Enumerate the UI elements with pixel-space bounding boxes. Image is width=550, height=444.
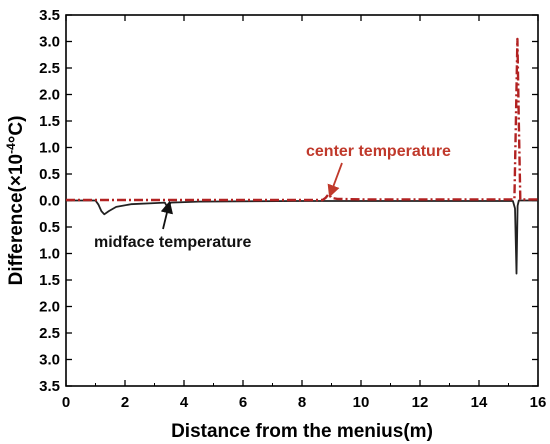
y-tick-label: 2.5 [39, 325, 60, 342]
x-tick-label: 6 [239, 394, 247, 411]
y-tick-label: 0.0 [39, 193, 60, 210]
x-tick-label: 14 [471, 394, 488, 411]
annotation-label-midface: midface temperature [94, 234, 251, 251]
y-tick-label: 3.0 [39, 352, 60, 369]
series-line-center [66, 37, 538, 202]
y-tick-label: 0.5 [39, 166, 60, 183]
x-tick-label: 2 [121, 394, 129, 411]
y-axis-title-exponent: -4 [4, 143, 18, 154]
x-tick-label: 0 [62, 394, 70, 411]
y-tick-label: 2.0 [39, 299, 60, 316]
y-tick-label: 2.0 [39, 87, 60, 104]
y-tick-label: 2.5 [39, 60, 60, 77]
y-tick-label: 1.5 [39, 272, 60, 289]
y-tick-label: 1.5 [39, 113, 60, 130]
y-axis-title: Difference(×10-4°C) [4, 116, 27, 286]
x-tick-label: 4 [180, 394, 189, 411]
y-tick-label: 3.5 [39, 7, 60, 24]
x-tick-label: 12 [412, 394, 429, 411]
y-tick-label: 1.0 [39, 140, 60, 157]
annotation-arrow-center [327, 162, 343, 198]
y-tick-label: 0.5 [39, 219, 60, 236]
annotation-label-center: center temperature [306, 143, 451, 160]
plot-layer: 0 2 4 6 8 10 12 14 16 3.5 3.0 2.5 2.0 1.5 1.0 0.5 0.0 0.5… [4, 7, 546, 442]
x-axis-title: Distance from the menius(m) [171, 421, 433, 442]
x-tick-label: 8 [298, 394, 306, 411]
y-tick-label: 3.0 [39, 34, 60, 51]
annotation-arrow-midface [160, 200, 174, 230]
y-tick-label: 3.5 [39, 378, 60, 395]
y-tick-label: 1.0 [39, 246, 60, 263]
y-axis-title-unit: °C) [6, 116, 27, 144]
x-tick-label: 10 [353, 394, 370, 411]
x-tick-label: 16 [530, 394, 547, 411]
y-axis-title-base: Difference(×10 [6, 154, 27, 285]
